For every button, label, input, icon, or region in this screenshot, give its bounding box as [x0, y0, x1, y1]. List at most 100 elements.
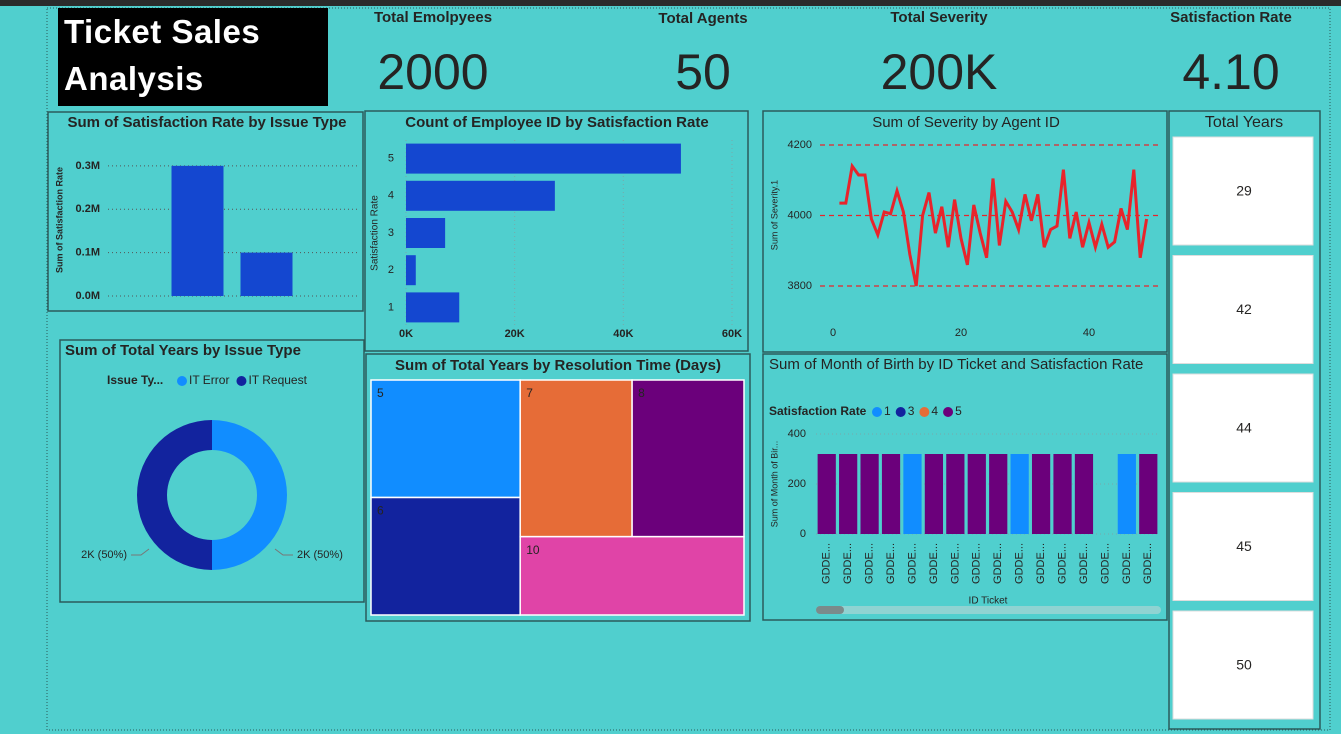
- y-tick-label: 2: [388, 264, 394, 276]
- x-tick-label: GDDE...: [992, 543, 1004, 584]
- panel: [762, 110, 1168, 353]
- x-tick-label: GDDE...: [971, 543, 983, 584]
- bar: [406, 180, 555, 211]
- bar: [817, 454, 836, 534]
- x-tick-label: 20K: [505, 328, 525, 340]
- legend-label: 1: [884, 404, 891, 418]
- slicer-item[interactable]: [1172, 610, 1314, 720]
- y-tick-label: 200: [788, 478, 806, 490]
- slicer-item-label[interactable]: 42: [1236, 301, 1252, 317]
- scrollbar-track[interactable]: [816, 606, 1161, 614]
- legend-label: IT Request: [248, 373, 307, 387]
- x-tick-label: GDDE...: [906, 543, 918, 584]
- kpi-value: 50: [675, 44, 731, 100]
- chart-title: Sum of Satisfaction Rate by Issue Type: [68, 114, 347, 131]
- pie-slice: [137, 420, 212, 570]
- y-tick-label: 0: [800, 528, 806, 540]
- bar: [406, 218, 446, 248]
- bar: [1139, 454, 1158, 534]
- chart-title: Sum of Month of Birth by ID Ticket and S…: [769, 356, 1144, 373]
- x-tick-label: GDDE...: [842, 543, 854, 584]
- treemap-tile: [631, 379, 745, 538]
- bar: [1010, 454, 1029, 534]
- treemap-tile: [370, 496, 521, 616]
- panel: [47, 111, 364, 312]
- y-tick-label: 4: [388, 190, 394, 202]
- scrollbar-thumb[interactable]: [816, 606, 844, 614]
- tile-label: 5: [377, 386, 384, 400]
- x-tick-label: 20: [955, 327, 967, 339]
- slicer-item[interactable]: [1172, 492, 1314, 601]
- tile-label: 7: [526, 386, 533, 400]
- slicer-item[interactable]: [1172, 373, 1314, 483]
- bar: [839, 454, 858, 534]
- x-tick-label: GDDE...: [1035, 543, 1047, 584]
- bar: [406, 255, 416, 286]
- y-tick-label: 4200: [788, 139, 812, 151]
- y-tick-label: 1: [388, 301, 394, 313]
- dashboard-title: Ticket Sales Analysis: [58, 8, 328, 106]
- x-tick-label: 40K: [613, 328, 633, 340]
- tile-label: 6: [377, 504, 384, 518]
- y-tick-label: 0.3M: [76, 160, 100, 172]
- y-tick-label: 4000: [788, 209, 812, 221]
- legend-label: IT Error: [189, 373, 229, 387]
- bar: [1074, 454, 1094, 534]
- x-tick-label: GDDE...: [864, 543, 876, 584]
- legend-label: 5: [955, 404, 962, 418]
- kpi-value: 200K: [881, 44, 998, 100]
- x-tick-label: GDDE...: [1014, 543, 1026, 584]
- legend-marker: [943, 407, 954, 417]
- panel: [762, 353, 1168, 621]
- kpi-label: Total Emolpyees: [374, 9, 492, 26]
- slicer-item[interactable]: [1172, 136, 1314, 246]
- legend-marker: [919, 407, 930, 417]
- x-tick-label: 0K: [399, 328, 413, 340]
- slicer-item-label[interactable]: 50: [1236, 657, 1252, 673]
- slicer-item-label[interactable]: 44: [1236, 420, 1252, 436]
- panel: [59, 339, 365, 603]
- bar: [967, 454, 986, 534]
- y-tick-label: 400: [788, 428, 806, 440]
- slicer-item-label[interactable]: 29: [1236, 183, 1252, 199]
- x-tick-label: GDDE...: [1121, 543, 1133, 584]
- treemap-tile: [370, 379, 521, 499]
- x-tick-label: GDDE...: [821, 543, 833, 584]
- bar: [240, 252, 293, 296]
- y-axis-label: Sum of Satisfaction Rate: [54, 167, 64, 273]
- page-border: [46, 7, 1331, 731]
- x-tick-label: GDDE...: [1078, 543, 1090, 584]
- tile-label: 8: [638, 386, 645, 400]
- panel: [1168, 110, 1321, 730]
- bar: [1117, 454, 1136, 534]
- bar: [924, 454, 944, 534]
- x-tick-label: GDDE...: [949, 543, 961, 584]
- bar: [406, 143, 681, 174]
- bar: [881, 454, 901, 534]
- x-tick-label: GDDE...: [1099, 543, 1111, 584]
- y-tick-label: 3800: [788, 280, 812, 292]
- y-tick-label: 0.0M: [76, 290, 100, 302]
- slicer-item-label[interactable]: 45: [1236, 538, 1252, 554]
- slicer-item[interactable]: [1172, 255, 1314, 364]
- bar: [1053, 454, 1072, 534]
- legend-marker: [872, 407, 882, 417]
- kpi-value: 2000: [377, 44, 488, 100]
- leader-line: [274, 548, 293, 556]
- chart-title: Count of Employee ID by Satisfaction Rat…: [405, 114, 708, 131]
- x-tick-label: GDDE...: [1056, 543, 1068, 584]
- legend-title: Satisfaction Rate: [769, 404, 867, 418]
- kpi-label: Total Agents: [658, 10, 747, 27]
- bar: [903, 454, 922, 534]
- slicer-title: Total Years: [1205, 114, 1283, 131]
- bar: [171, 165, 224, 296]
- legend-marker: [236, 376, 247, 386]
- y-axis-label: Sum of Month of Bir...: [769, 441, 779, 528]
- bar: [946, 454, 965, 534]
- pie-slice: [212, 420, 287, 570]
- line-series: [839, 162, 1149, 287]
- x-tick-label: 40: [1083, 327, 1095, 339]
- kpi-label: Satisfaction Rate: [1170, 9, 1292, 26]
- treemap-tile: [519, 535, 745, 616]
